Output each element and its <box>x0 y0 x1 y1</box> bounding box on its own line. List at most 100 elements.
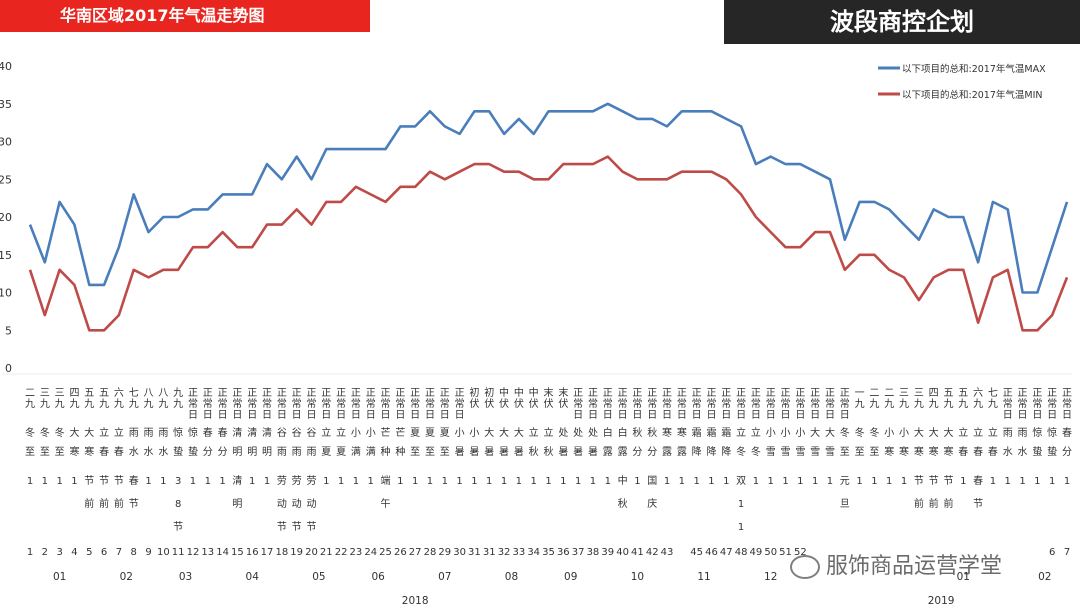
x-tick-label-holiday: 1 <box>1049 476 1055 487</box>
x-tick-label-solar-term: 寒 <box>677 426 687 439</box>
x-tick-label-period: 正 <box>232 388 242 399</box>
x-tick-label-solar-term: 寒 <box>662 426 672 439</box>
x-tick-label-solar-term: 霜 <box>721 427 731 439</box>
x-tick-label-holiday: 1 <box>368 476 374 487</box>
x-tick-label-week: 48 <box>735 547 748 558</box>
x-tick-label-holiday: 1 <box>1034 476 1040 487</box>
x-tick-label-solar-term: 降 <box>706 445 716 458</box>
x-tick-label-period: 常 <box>1047 397 1057 410</box>
x-tick-label-solar-term: 至 <box>55 446 65 458</box>
x-tick-label-period: 日 <box>1062 410 1072 421</box>
x-tick-label-week: 46 <box>705 547 718 558</box>
x-tick-label-solar-term: 春 <box>218 427 228 439</box>
x-tick-label-period: 日 <box>751 410 761 421</box>
x-tick-label-period: 伏 <box>484 397 494 410</box>
x-tick-label-week: 28 <box>424 547 437 558</box>
x-tick-label-period: 日 <box>677 410 687 421</box>
x-tick-label-period: 常 <box>1062 397 1072 410</box>
x-tick-label-holiday: 1 <box>456 476 462 487</box>
x-tick-label-holiday: 前 <box>929 497 939 510</box>
x-tick-label-period: 伏 <box>529 397 539 410</box>
x-tick-label-solar-term: 雨 <box>1003 428 1013 439</box>
x-tick-label-week: 34 <box>527 547 540 558</box>
x-tick-label-solar-term: 满 <box>351 446 361 458</box>
x-tick-label-month: 05 <box>312 571 325 583</box>
x-tick-label-solar-term: 分 <box>203 446 213 458</box>
x-tick-label-solar-term: 暑 <box>499 446 509 458</box>
x-tick-label-week: 22 <box>335 547 348 558</box>
x-tick-label-period: 常 <box>751 397 761 410</box>
x-tick-label-holiday: 1 <box>42 476 48 487</box>
x-tick-label-holiday: 1 <box>56 476 62 487</box>
x-tick-label-holiday: 劳 <box>277 474 287 487</box>
x-tick-label-solar-term: 小 <box>455 427 465 439</box>
x-tick-label-period: 常 <box>692 397 702 410</box>
x-tick-label-period: 九 <box>84 398 94 410</box>
x-tick-label-period: 正 <box>292 388 302 399</box>
x-tick-label-period: 常 <box>825 397 835 410</box>
x-tick-label-solar-term: 春 <box>958 446 968 458</box>
x-tick-label-month: 02 <box>1038 571 1051 583</box>
x-tick-label-month: 09 <box>564 571 577 583</box>
x-tick-label-solar-term: 小 <box>766 427 776 439</box>
x-tick-label-period: 常 <box>1032 397 1042 410</box>
x-tick-label-solar-term: 露 <box>618 446 628 458</box>
x-tick-label-period: 常 <box>203 397 213 410</box>
x-tick-label-solar-term: 种 <box>381 445 391 458</box>
x-tick-label-solar-term: 立 <box>336 426 346 439</box>
x-tick-label-month: 01 <box>957 571 970 583</box>
x-tick-label-period: 初 <box>469 386 479 399</box>
x-tick-label-solar-term: 立 <box>958 426 968 439</box>
x-tick-label-period: 九 <box>943 398 953 410</box>
x-tick-label-period: 正 <box>277 388 287 399</box>
x-tick-label-period: 末 <box>558 386 568 399</box>
x-tick-label-holiday: 前 <box>914 497 924 510</box>
x-tick-label-period: 常 <box>588 397 598 410</box>
x-tick-label-year: 2018 <box>402 595 429 607</box>
x-tick-label-solar-term: 芒 <box>395 426 405 439</box>
x-tick-label-period: 中 <box>514 386 524 399</box>
x-tick-label-period: 正 <box>588 388 598 399</box>
x-tick-label-solar-term: 秋 <box>632 426 642 439</box>
x-tick-label-holiday: 1 <box>827 476 833 487</box>
x-tick-label-holiday: 节 <box>943 475 953 487</box>
x-tick-label-week: 19 <box>290 547 303 558</box>
x-tick-label-period: 正 <box>1062 388 1072 399</box>
x-tick-label-week: 26 <box>394 547 407 558</box>
x-tick-label-period: 正 <box>306 388 316 399</box>
page-title: 华南区域2017年气温走势图 <box>0 0 370 32</box>
x-tick-label-solar-term: 冬 <box>855 426 865 439</box>
x-tick-label-period: 三 <box>55 388 65 399</box>
x-tick-label-period: 二 <box>869 388 879 399</box>
x-tick-label-period: 日 <box>395 410 405 421</box>
x-tick-label-solar-term: 秋 <box>647 426 657 439</box>
wechat-icon <box>790 555 820 579</box>
x-tick-label-holiday: 1 <box>219 476 225 487</box>
x-tick-label-period: 正 <box>1032 388 1042 399</box>
x-tick-label-holiday: 1 <box>1064 476 1070 487</box>
x-tick-label-period: 日 <box>262 410 272 421</box>
x-tick-label-week: 52 <box>794 547 807 558</box>
x-tick-label-solar-term: 分 <box>1062 446 1072 458</box>
x-tick-label-solar-term: 水 <box>1018 446 1028 458</box>
x-tick-label-period: 日 <box>1032 410 1042 421</box>
x-tick-label-solar-term: 小 <box>781 427 791 439</box>
x-tick-label-period: 日 <box>292 410 302 421</box>
x-tick-label-week: 6 <box>1049 547 1055 558</box>
x-tick-label-holiday: 1 <box>797 476 803 487</box>
x-tick-label-week: 6 <box>101 547 107 558</box>
x-tick-label-period: 正 <box>1018 388 1028 399</box>
x-tick-label-period: 正 <box>603 388 613 399</box>
x-tick-label-holiday: 春 <box>973 475 983 487</box>
x-tick-label-period: 正 <box>736 388 746 399</box>
legend-entry: 以下项目的总和:2017年气温MAX <box>902 63 1046 75</box>
x-tick-label-holiday: 清 <box>232 474 242 487</box>
x-tick-label-period: 日 <box>1047 410 1057 421</box>
x-tick-label-solar-term: 小 <box>469 427 479 439</box>
x-tick-label-week: 8 <box>131 547 137 558</box>
x-tick-label-month: 07 <box>438 571 451 583</box>
x-tick-label-period: 七 <box>988 387 998 399</box>
x-tick-label-week: 4 <box>71 547 77 558</box>
x-tick-label-period: 伏 <box>558 397 568 410</box>
x-tick-label-solar-term: 至 <box>840 446 850 458</box>
